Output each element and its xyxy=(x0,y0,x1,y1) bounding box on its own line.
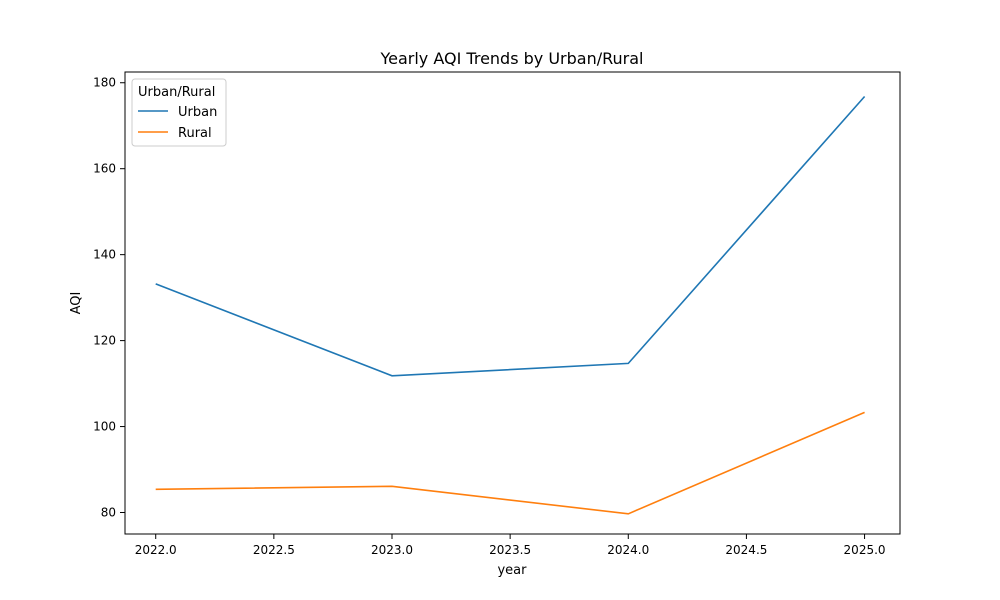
series-line-rural xyxy=(155,411,865,515)
y-axis: 80 100 120 140 160 180 xyxy=(93,76,125,520)
y-tick-label: 140 xyxy=(93,248,116,262)
x-tick-label: 2022.5 xyxy=(253,543,295,557)
legend-label-rural: Rural xyxy=(178,126,212,141)
x-tick-label: 2022.0 xyxy=(135,543,177,557)
legend: Urban/Rural Urban Rural xyxy=(131,78,227,147)
plot-area xyxy=(124,71,901,535)
chart-title: Yearly AQI Trends by Urban/Rural xyxy=(379,49,643,68)
y-axis-label: AQI xyxy=(69,292,84,315)
y-tick-label: 80 xyxy=(101,506,116,520)
legend-box xyxy=(131,78,227,147)
series-group xyxy=(155,95,866,515)
series-line-urban xyxy=(155,95,866,377)
y-tick-label: 180 xyxy=(93,76,116,90)
x-tick-label: 2023.5 xyxy=(489,543,531,557)
legend-label-urban: Urban xyxy=(178,105,217,120)
x-tick-label: 2023.0 xyxy=(371,543,413,557)
legend-title: Urban/Rural xyxy=(138,85,215,100)
y-tick-label: 160 xyxy=(93,162,116,176)
x-axis: 2022.0 2022.5 2023.0 2023.5 2024.0 2024.5 2025… xyxy=(135,534,886,557)
x-tick-label: 2024.0 xyxy=(607,543,649,557)
y-tick-label: 100 xyxy=(93,420,116,434)
y-tick-label: 120 xyxy=(93,334,116,348)
x-tick-label: 2024.5 xyxy=(725,543,767,557)
x-axis-label: year xyxy=(497,563,527,578)
x-tick-label: 2025.0 xyxy=(844,543,886,557)
